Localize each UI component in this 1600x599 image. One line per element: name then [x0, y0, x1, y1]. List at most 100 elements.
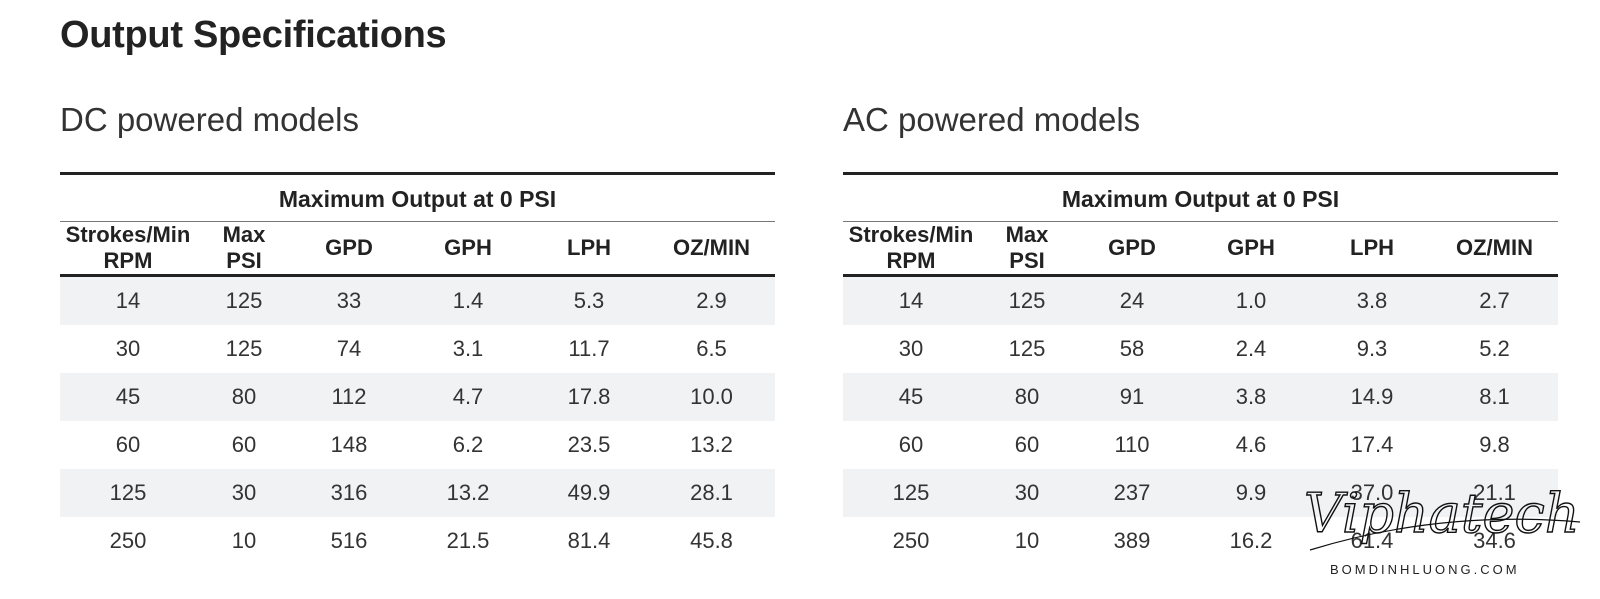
table-cell: 250 — [109, 528, 147, 553]
table-cell: 9.8 — [1479, 432, 1510, 457]
table-cell: 1.4 — [406, 275, 530, 325]
table-cell: 30 — [898, 336, 924, 361]
table-cell: 3.8 — [1313, 275, 1431, 325]
table-cell: 60 — [115, 432, 141, 457]
table-cell: 11.7 — [568, 336, 610, 361]
table-cell: 14 — [843, 275, 979, 325]
column-header: OZ/MIN — [1431, 221, 1559, 277]
table-cell: 30 — [979, 469, 1075, 517]
table-row: 125 30 316 13.2 49.9 28.1 — [60, 469, 776, 517]
table-cell: 49.9 — [530, 469, 648, 517]
table-cell: 125 — [60, 469, 196, 517]
table-cell: 10.0 — [648, 373, 776, 421]
table-cell: 1.0 — [1189, 275, 1313, 325]
table-cell: 13.2 — [690, 432, 733, 457]
table-cell: 125 — [979, 275, 1075, 325]
table-row: 30 125 58 2.4 9.3 5.2 — [843, 325, 1558, 373]
table-cell: 6.5 — [696, 336, 727, 361]
ac-table-caption: Maximum Output at 0 PSI — [843, 172, 1559, 222]
table-cell: 14 — [60, 275, 196, 325]
column-header: Max PSI — [979, 221, 1075, 277]
table-cell: 13.2 — [406, 469, 530, 517]
table-row: 60 60 110 4.6 17.4 9.8 — [843, 421, 1558, 469]
column-header: GPD — [1075, 221, 1189, 277]
table-cell: 80 — [979, 373, 1075, 421]
column-header: LPH — [1313, 221, 1431, 277]
table-cell: 3.8 — [1189, 373, 1313, 421]
page-title: Output Specifications — [60, 14, 447, 56]
table-cell: 4.7 — [406, 373, 530, 421]
table-cell: 37.0 — [1313, 469, 1431, 517]
table-cell: 81.4 — [567, 528, 611, 553]
table-cell: 30 — [115, 336, 141, 361]
table-cell: 28.1 — [648, 469, 776, 517]
table-row: 14 125 33 1.4 5.3 2.9 — [60, 275, 776, 325]
ac-spec-table: Maximum Output at 0 PSI Strokes/Min RPM M… — [843, 172, 1559, 566]
ac-column-headers: Strokes/Min RPM Max PSI GPD GPH LPH OZ/MIN — [843, 221, 1559, 277]
table-cell: 30 — [196, 469, 292, 517]
table-cell: 60 — [1014, 432, 1040, 457]
dc-table-caption: Maximum Output at 0 PSI — [60, 172, 776, 222]
table-row: 30 125 74 3.1 11.7 6.5 — [60, 325, 775, 373]
table-cell: 112 — [292, 373, 406, 421]
dc-heading: DC powered models — [60, 101, 359, 138]
table-cell: 21.1 — [1431, 469, 1559, 517]
column-header: GPH — [1189, 221, 1313, 277]
table-cell: 21.5 — [446, 528, 490, 553]
table-row: 14 125 24 1.0 3.8 2.7 — [843, 275, 1559, 325]
table-cell: 125 — [1008, 336, 1046, 361]
table-cell: 125 — [225, 336, 263, 361]
dc-table-body: 14 125 33 1.4 5.3 2.9 30 125 74 3.1 11.7 6.5 45 80 112… — [60, 275, 776, 566]
table-cell: 316 — [292, 469, 406, 517]
table-cell: 45 — [843, 373, 979, 421]
table-cell: 24 — [1075, 275, 1189, 325]
table-cell: 3.1 — [452, 336, 484, 361]
ac-table-body: 14 125 24 1.0 3.8 2.7 30 125 58 2.4 9.3 5.2 45 80 91 3.… — [843, 275, 1559, 566]
table-cell: 8.1 — [1431, 373, 1559, 421]
table-cell: 80 — [196, 373, 292, 421]
table-cell: 34.6 — [1473, 528, 1516, 553]
table-cell: 17.4 — [1350, 432, 1394, 457]
table-cell: 125 — [843, 469, 979, 517]
table-cell: 91 — [1075, 373, 1189, 421]
table-cell: 10 — [231, 528, 257, 553]
table-cell: 60 — [231, 432, 257, 457]
table-row: 45 80 112 4.7 17.8 10.0 — [60, 373, 776, 421]
table-cell: 10 — [1014, 528, 1040, 553]
dc-panel: DC powered models Maximum Output at 0 PS… — [60, 100, 776, 553]
column-header: GPH — [406, 221, 530, 277]
table-cell: 45.8 — [690, 528, 733, 553]
table-row: 250 10 389 16.2 61.4 34.6 — [843, 517, 1558, 565]
table-cell: 16.2 — [1229, 528, 1273, 553]
table-cell: 9.3 — [1356, 336, 1388, 361]
table-cell: 60 — [898, 432, 924, 457]
table-cell: 148 — [330, 432, 368, 457]
table-cell: 2.9 — [648, 275, 776, 325]
column-header: LPH — [530, 221, 648, 277]
table-cell: 17.8 — [530, 373, 648, 421]
dc-spec-table: Maximum Output at 0 PSI Strokes/Min RPM M… — [60, 172, 776, 566]
table-cell: 5.3 — [530, 275, 648, 325]
table-cell: 6.2 — [452, 432, 484, 457]
table-row: 125 30 237 9.9 37.0 21.1 — [843, 469, 1559, 517]
table-cell: 125 — [196, 275, 292, 325]
table-cell: 33 — [292, 275, 406, 325]
table-cell: 2.7 — [1431, 275, 1559, 325]
table-cell: 237 — [1075, 469, 1189, 517]
table-cell: 250 — [892, 528, 930, 553]
table-row: 45 80 91 3.8 14.9 8.1 — [843, 373, 1559, 421]
ac-panel: AC powered models Maximum Output at 0 PS… — [843, 100, 1559, 553]
table-cell: 58 — [1119, 336, 1145, 361]
ac-heading: AC powered models — [843, 101, 1141, 138]
column-header: GPD — [292, 221, 406, 277]
column-header: Strokes/Min RPM — [60, 221, 196, 277]
table-cell: 14.9 — [1313, 373, 1431, 421]
dc-column-headers: Strokes/Min RPM Max PSI GPD GPH LPH OZ/MIN — [60, 221, 776, 277]
table-cell: 5.2 — [1479, 336, 1510, 361]
table-cell: 45 — [60, 373, 196, 421]
table-cell: 61.4 — [1350, 528, 1394, 553]
table-cell: 23.5 — [567, 432, 611, 457]
column-header: Max PSI — [196, 221, 292, 277]
table-cell: 389 — [1113, 528, 1151, 553]
table-cell: 516 — [330, 528, 368, 553]
